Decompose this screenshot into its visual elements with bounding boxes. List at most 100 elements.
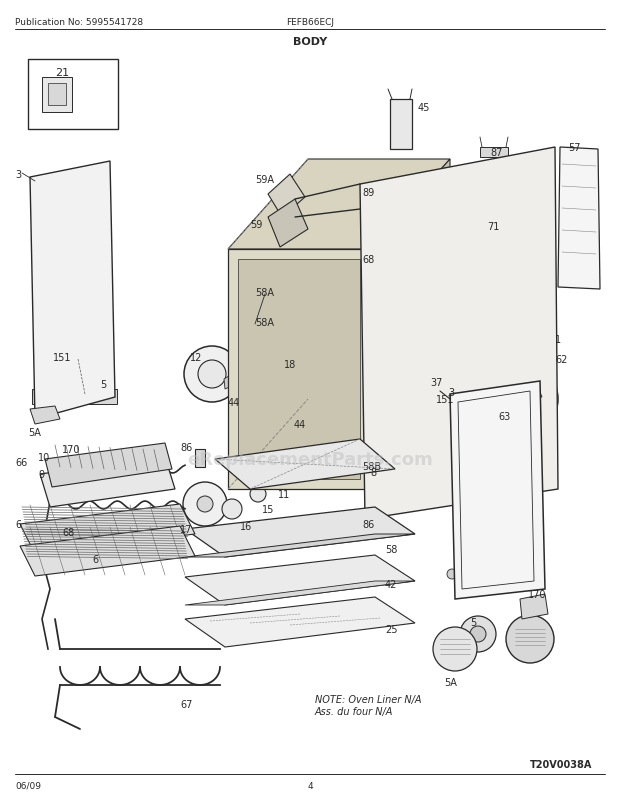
Text: 151: 151 <box>53 353 71 363</box>
Text: 11: 11 <box>278 489 290 500</box>
Bar <box>568 152 590 170</box>
Bar <box>32 390 117 404</box>
Circle shape <box>460 616 496 652</box>
Text: 5: 5 <box>470 618 476 627</box>
Bar <box>93 384 101 396</box>
Polygon shape <box>185 555 415 606</box>
Polygon shape <box>224 370 248 390</box>
Bar <box>195 449 205 468</box>
Polygon shape <box>185 597 415 647</box>
Text: 45: 45 <box>418 103 430 113</box>
Circle shape <box>184 346 240 403</box>
Circle shape <box>35 325 40 330</box>
Text: 71: 71 <box>487 221 499 232</box>
Text: 17: 17 <box>180 525 192 534</box>
Circle shape <box>408 338 432 362</box>
Polygon shape <box>185 508 415 557</box>
Polygon shape <box>502 387 542 403</box>
Bar <box>430 379 458 402</box>
Polygon shape <box>450 382 545 599</box>
Bar <box>506 300 534 322</box>
Text: 1: 1 <box>555 334 561 345</box>
Text: 58B: 58B <box>362 461 381 472</box>
Bar <box>468 339 496 362</box>
Circle shape <box>367 257 373 263</box>
Polygon shape <box>40 457 175 508</box>
Polygon shape <box>185 534 415 557</box>
Polygon shape <box>520 594 548 619</box>
Circle shape <box>403 257 409 263</box>
Bar <box>480 148 508 158</box>
Circle shape <box>506 615 554 663</box>
Bar <box>506 260 534 282</box>
Bar <box>430 300 458 322</box>
Text: 151: 151 <box>436 395 454 404</box>
Bar <box>430 339 458 362</box>
Text: 62: 62 <box>555 354 567 365</box>
Text: eReplacementParts.com: eReplacementParts.com <box>187 451 433 468</box>
Text: 58: 58 <box>385 545 397 554</box>
Bar <box>42 78 72 113</box>
Text: 5A: 5A <box>444 677 457 687</box>
Polygon shape <box>185 581 415 606</box>
Text: 57: 57 <box>568 143 580 153</box>
Text: 16: 16 <box>240 521 252 532</box>
Polygon shape <box>268 200 308 248</box>
Text: 37: 37 <box>430 378 443 387</box>
Polygon shape <box>20 504 195 554</box>
Text: 8: 8 <box>370 468 376 477</box>
Text: 42: 42 <box>385 579 397 589</box>
Bar <box>506 220 534 241</box>
Text: T20V0038A: T20V0038A <box>530 759 592 769</box>
Text: 4: 4 <box>307 781 313 790</box>
Polygon shape <box>30 162 115 419</box>
Bar <box>468 379 496 402</box>
Polygon shape <box>558 148 600 290</box>
Text: 86: 86 <box>180 443 192 452</box>
Bar <box>430 260 458 282</box>
Circle shape <box>406 276 434 304</box>
Text: 58A: 58A <box>255 288 274 298</box>
Text: 3: 3 <box>15 170 21 180</box>
Circle shape <box>35 361 40 366</box>
Bar <box>468 300 496 322</box>
Text: 5A: 5A <box>28 427 41 437</box>
Circle shape <box>35 253 40 258</box>
Text: 44: 44 <box>294 419 306 429</box>
Circle shape <box>35 379 40 384</box>
Bar <box>390 100 412 150</box>
Text: Publication No: 5995541728: Publication No: 5995541728 <box>15 18 143 27</box>
Text: 06/09: 06/09 <box>15 781 41 790</box>
Text: 44: 44 <box>228 398 241 407</box>
Circle shape <box>35 307 40 312</box>
Polygon shape <box>238 260 360 480</box>
Text: 63: 63 <box>498 411 510 422</box>
Text: 67: 67 <box>180 699 192 709</box>
Bar <box>42 215 102 345</box>
Circle shape <box>35 235 40 241</box>
Bar <box>468 260 496 282</box>
Bar <box>506 379 534 402</box>
Text: 18: 18 <box>284 359 296 370</box>
Polygon shape <box>30 407 60 424</box>
Bar <box>518 392 526 400</box>
Text: NOTE: Oven Liner N/A
Ass. du four N/A: NOTE: Oven Liner N/A Ass. du four N/A <box>315 695 422 715</box>
Polygon shape <box>360 148 558 520</box>
Circle shape <box>35 343 40 348</box>
Circle shape <box>250 486 266 502</box>
Bar <box>28 60 118 130</box>
Text: 12: 12 <box>190 353 202 363</box>
Text: 68: 68 <box>362 255 374 265</box>
Text: 5: 5 <box>100 379 106 390</box>
Text: 25: 25 <box>385 624 397 634</box>
Text: 6: 6 <box>92 554 98 565</box>
Bar <box>506 339 534 362</box>
Circle shape <box>391 257 397 263</box>
Bar <box>48 84 66 106</box>
Text: 86: 86 <box>362 520 374 529</box>
Circle shape <box>447 569 457 579</box>
Text: 9: 9 <box>38 469 44 480</box>
Bar <box>468 220 496 241</box>
Text: 15: 15 <box>262 504 275 514</box>
Polygon shape <box>268 175 305 217</box>
